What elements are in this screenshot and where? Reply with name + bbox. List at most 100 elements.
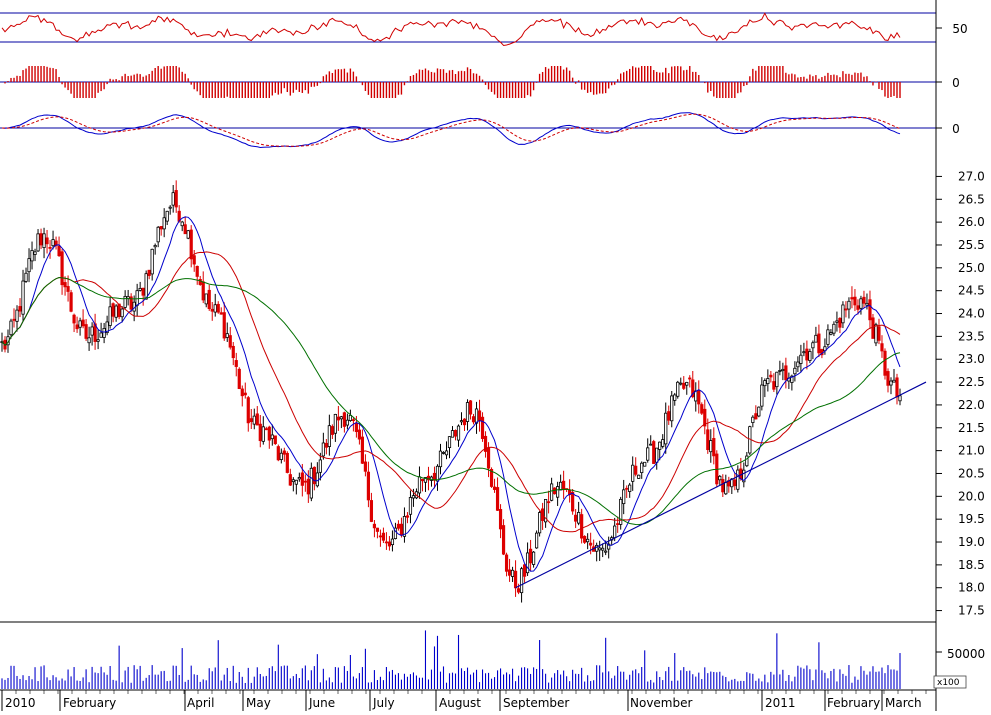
candle-body <box>586 538 590 543</box>
candle-body <box>733 479 737 487</box>
candle-body <box>631 464 635 482</box>
price-tick-label: 26.5 <box>958 192 985 206</box>
candle-body <box>498 509 503 530</box>
price-tick-label: 25.0 <box>958 261 985 275</box>
candle-body <box>862 296 866 304</box>
histogram-panel <box>0 66 942 98</box>
candle-body <box>198 278 202 285</box>
candle-body <box>159 226 163 230</box>
candle-body <box>138 287 142 291</box>
candle-body <box>45 237 49 245</box>
moving-average-line <box>1 216 901 572</box>
candle-body <box>60 251 64 286</box>
price-tick-label: 27.0 <box>958 169 985 183</box>
candle-body <box>399 523 404 536</box>
candle-body <box>393 527 398 539</box>
candle-body <box>805 348 809 361</box>
candle-body <box>189 229 193 260</box>
candle-body <box>742 469 746 483</box>
macd-panel <box>0 112 942 149</box>
x-axis-label-september: September <box>503 696 569 710</box>
candle-body <box>210 308 214 312</box>
candle-body <box>222 312 226 339</box>
candle-body <box>279 452 283 460</box>
candle-body <box>360 436 365 464</box>
candle-body <box>670 395 674 422</box>
candle-body <box>24 272 28 282</box>
candle-body <box>507 569 512 576</box>
candle-body <box>51 239 55 247</box>
candle-body <box>739 468 743 479</box>
candle-body <box>516 588 521 593</box>
candle-body <box>57 245 61 257</box>
candle-body <box>39 233 43 246</box>
candle-body <box>420 478 425 482</box>
candle-body <box>141 287 145 296</box>
volume-panel <box>1 630 942 689</box>
candle-body <box>766 378 770 385</box>
candle-body <box>291 479 295 483</box>
candle-body <box>405 515 410 518</box>
candle-body <box>550 483 554 501</box>
candle-body <box>186 230 190 239</box>
candle-body <box>27 258 31 273</box>
price-tick-label: 19.0 <box>958 535 985 549</box>
candle-body <box>835 320 839 323</box>
candle-body <box>417 476 422 494</box>
candle-body <box>853 296 857 306</box>
candle-body <box>676 381 680 397</box>
candle-body <box>216 303 220 313</box>
x-axis-label-april: April <box>187 696 214 710</box>
candle-body <box>510 569 515 577</box>
candle-body <box>36 233 40 252</box>
price-tick-label: 21.5 <box>958 421 985 435</box>
x-axis-label-july: July <box>372 696 395 710</box>
x-axis-label-november: November <box>630 696 692 710</box>
rsi-panel <box>0 12 942 47</box>
candle-body <box>201 281 205 301</box>
volume-unit-box <box>933 675 967 689</box>
candle-body <box>829 332 833 335</box>
candle-body <box>336 416 340 421</box>
candle-body <box>423 477 428 483</box>
candle-body <box>850 297 854 300</box>
support-trendline <box>515 381 927 589</box>
candle-body <box>333 413 337 434</box>
candle-body <box>162 217 166 230</box>
candle-body <box>240 388 244 397</box>
candle-body <box>682 382 686 389</box>
candle-body <box>285 452 289 473</box>
candle-body <box>330 426 334 435</box>
histogram-tick-label: 0 <box>952 76 960 90</box>
candle-body <box>213 304 217 313</box>
candle-body <box>607 543 611 550</box>
price-tick-label: 20.0 <box>958 489 985 503</box>
price-tick-label: 18.0 <box>958 581 985 595</box>
candle-body <box>793 367 797 375</box>
moving-average-line <box>1 251 901 533</box>
candle-body <box>769 374 773 378</box>
price-tick-label: 22.0 <box>958 398 985 412</box>
candle-body <box>646 447 650 461</box>
candle-body <box>895 377 899 398</box>
candle-body <box>664 412 668 445</box>
candle-body <box>583 536 587 543</box>
candle-body <box>571 491 575 512</box>
candle-body <box>534 532 539 549</box>
candle-body <box>381 532 386 541</box>
candle-body <box>294 479 298 485</box>
price-tick-label: 19.5 <box>958 512 985 526</box>
candle-body <box>772 381 776 390</box>
candle-body <box>880 343 884 352</box>
candle-body <box>649 443 653 446</box>
candle-body <box>150 248 154 275</box>
candle-body <box>679 382 683 385</box>
candle-body <box>745 455 749 467</box>
candle-body <box>408 497 413 515</box>
candle-body <box>634 465 638 475</box>
x-axis-label-june: June <box>308 696 335 710</box>
candle-body <box>204 293 208 305</box>
candle-body <box>640 462 644 474</box>
candle-body <box>102 328 106 338</box>
